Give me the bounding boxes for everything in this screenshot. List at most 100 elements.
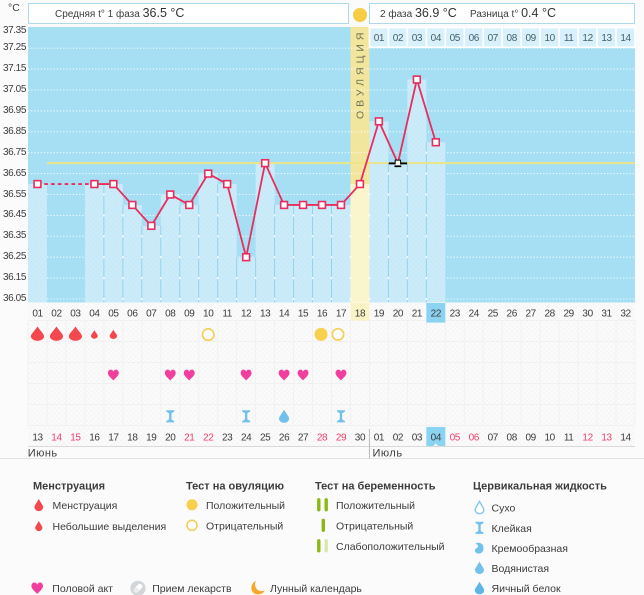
svg-text:06: 06 [469,33,480,44]
svg-text:04: 04 [431,432,442,443]
svg-text:12: 12 [241,309,252,320]
svg-text:Положительный: Положительный [336,500,415,512]
svg-text:14: 14 [620,432,631,443]
svg-text:04: 04 [431,33,442,44]
svg-text:27: 27 [298,432,309,443]
svg-text:26: 26 [507,309,518,320]
svg-text:18: 18 [355,309,366,320]
svg-text:24: 24 [241,432,252,443]
svg-text:18: 18 [127,432,138,443]
svg-text:16: 16 [317,309,328,320]
svg-text:24: 24 [469,309,480,320]
svg-text:10: 10 [544,33,555,44]
svg-text:23: 23 [450,309,461,320]
svg-text:13: 13 [601,432,612,443]
svg-text:01: 01 [32,309,43,320]
svg-text:15: 15 [70,432,81,443]
svg-text:23: 23 [222,432,233,443]
svg-text:Июнь: Июнь [28,447,58,459]
svg-text:Слабоположительный: Слабоположительный [336,541,445,553]
svg-text:06: 06 [469,432,480,443]
svg-text:Положительный: Положительный [206,500,285,512]
svg-text:14: 14 [279,309,290,320]
svg-text:22: 22 [203,432,214,443]
svg-text:09: 09 [184,309,195,320]
svg-text:07: 07 [146,309,157,320]
svg-text:ОВУЛЯЦИЯ: ОВУЛЯЦИЯ [355,28,367,119]
svg-text:06: 06 [127,309,138,320]
svg-text:01: 01 [374,432,385,443]
svg-text:19: 19 [146,432,157,443]
svg-text:Июль: Июль [373,447,403,459]
svg-text:20: 20 [165,432,176,443]
svg-text:Водянистая: Водянистая [492,563,550,575]
svg-text:Отрицательный: Отрицательный [336,520,413,532]
svg-text:17: 17 [336,309,347,320]
svg-text:Яичный белок: Яичный белок [492,583,562,595]
svg-text:03: 03 [412,33,423,44]
svg-text:Менструация: Менструация [53,500,118,512]
svg-text:09: 09 [526,432,537,443]
svg-text:Тест на овуляцию: Тест на овуляцию [186,480,284,492]
svg-text:08: 08 [165,309,176,320]
svg-text:Лунный календарь: Лунный календарь [270,583,362,595]
svg-text:21: 21 [412,309,423,320]
svg-text:32: 32 [620,309,631,320]
svg-text:07: 07 [488,33,499,44]
svg-text:12: 12 [582,432,593,443]
svg-text:10: 10 [203,309,214,320]
svg-text:Цервикальная жидкость: Цервикальная жидкость [473,480,607,492]
svg-text:13: 13 [260,309,271,320]
svg-text:Половой акт: Половой акт [52,583,113,595]
svg-text:03: 03 [412,432,423,443]
svg-text:08: 08 [507,432,518,443]
svg-text:27: 27 [526,309,537,320]
svg-text:22: 22 [431,309,442,320]
svg-text:Менструация: Менструация [33,480,105,492]
svg-text:13: 13 [601,33,612,44]
svg-text:05: 05 [450,33,461,44]
svg-text:02: 02 [393,33,404,44]
svg-text:04: 04 [89,309,100,320]
svg-text:09: 09 [526,33,537,44]
svg-text:Тест на беременность: Тест на беременность [315,480,436,492]
svg-text:03: 03 [70,309,81,320]
svg-text:17: 17 [108,432,119,443]
svg-text:05: 05 [108,309,119,320]
svg-text:19: 19 [374,309,385,320]
svg-text:Отрицательный: Отрицательный [206,520,283,532]
svg-text:01: 01 [374,33,385,44]
svg-text:14: 14 [51,432,62,443]
svg-text:Сухо: Сухо [492,503,516,515]
svg-text:02: 02 [51,309,62,320]
svg-text:02: 02 [393,432,404,443]
svg-text:05: 05 [450,432,461,443]
svg-text:10: 10 [544,432,555,443]
svg-text:21: 21 [184,432,195,443]
svg-text:Клейкая: Клейкая [492,523,532,535]
svg-text:28: 28 [544,309,555,320]
svg-text:28: 28 [317,432,328,443]
svg-text:29: 29 [563,309,574,320]
svg-text:25: 25 [488,309,499,320]
svg-text:30: 30 [582,309,593,320]
svg-text:Небольшие выделения: Небольшие выделения [53,521,167,533]
svg-text:08: 08 [507,33,518,44]
svg-text:11: 11 [564,432,574,443]
svg-text:13: 13 [32,432,43,443]
svg-text:16: 16 [89,432,100,443]
svg-text:14: 14 [620,33,631,44]
svg-text:20: 20 [393,309,404,320]
svg-text:29: 29 [336,432,347,443]
svg-text:Кремообразная: Кремообразная [492,543,568,555]
svg-text:12: 12 [582,33,593,44]
svg-text:30: 30 [355,432,366,443]
svg-text:26: 26 [279,432,290,443]
svg-text:31: 31 [601,309,612,320]
svg-text:25: 25 [260,432,271,443]
svg-text:11: 11 [222,309,232,320]
svg-text:15: 15 [298,309,309,320]
svg-text:07: 07 [488,432,499,443]
svg-text:Прием лекарств: Прием лекарств [152,583,232,595]
svg-text:11: 11 [564,33,574,44]
